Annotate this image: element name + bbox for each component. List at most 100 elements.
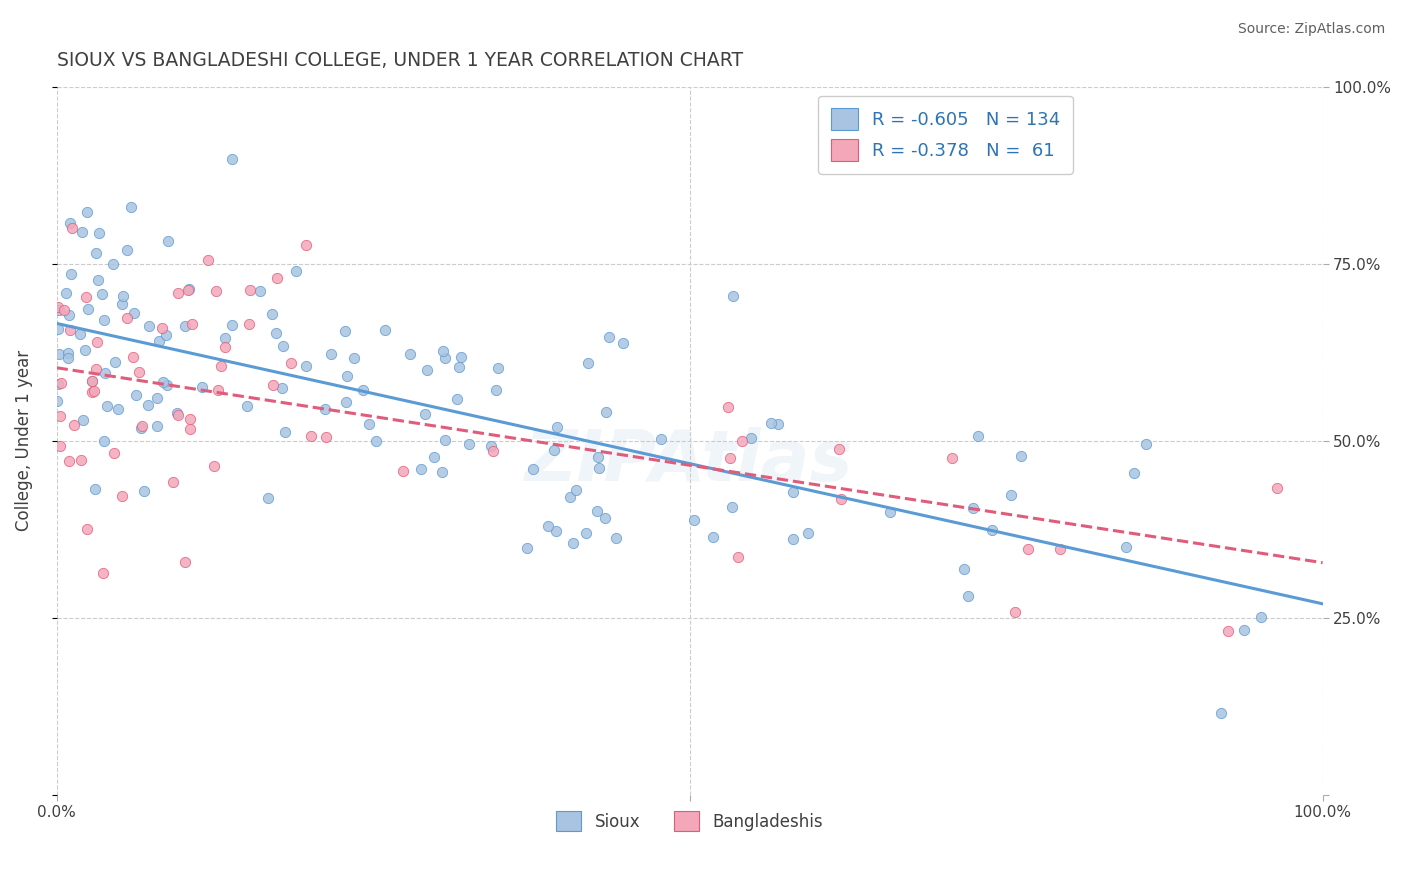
Point <box>49 409 72 423</box>
Point <box>766 417 789 431</box>
Point <box>204 284 226 298</box>
Point <box>433 351 456 366</box>
Point <box>76 301 98 316</box>
Point <box>209 359 232 373</box>
Point <box>59 323 82 337</box>
Point <box>575 526 598 541</box>
Point <box>782 532 804 546</box>
Point <box>56 346 79 360</box>
Point <box>576 356 599 370</box>
Point <box>486 360 509 375</box>
Point <box>782 484 804 499</box>
Point <box>156 377 179 392</box>
Point <box>76 522 98 536</box>
Point <box>58 453 80 467</box>
Point <box>586 450 609 464</box>
Point <box>830 491 852 506</box>
Point <box>63 418 86 433</box>
Point <box>156 234 179 248</box>
Point <box>80 374 103 388</box>
Point <box>91 566 114 580</box>
Point <box>953 562 976 576</box>
Point <box>450 350 472 364</box>
Point <box>759 416 782 430</box>
Point <box>966 429 988 443</box>
Point <box>70 453 93 467</box>
Point <box>62 220 84 235</box>
Point <box>415 363 437 377</box>
Point <box>342 351 364 365</box>
Point <box>110 297 132 311</box>
Point <box>702 530 724 544</box>
Point <box>1004 605 1026 619</box>
Point <box>202 459 225 474</box>
Point <box>86 335 108 350</box>
Point <box>155 328 177 343</box>
Point <box>284 263 307 277</box>
Point <box>49 439 72 453</box>
Point <box>366 434 388 448</box>
Point <box>136 398 159 412</box>
Point <box>299 429 322 443</box>
Text: SIOUX VS BANGLADESHI COLLEGE, UNDER 1 YEAR CORRELATION CHART: SIOUX VS BANGLADESHI COLLEGE, UNDER 1 YE… <box>56 51 742 70</box>
Point <box>152 376 174 390</box>
Point <box>138 318 160 333</box>
Point <box>207 383 229 397</box>
Point <box>122 350 145 364</box>
Point <box>1115 540 1137 554</box>
Point <box>56 351 79 365</box>
Point <box>319 347 342 361</box>
Point <box>522 461 544 475</box>
Point <box>84 246 107 260</box>
Point <box>122 306 145 320</box>
Point <box>956 589 979 603</box>
Point <box>236 399 259 413</box>
Point <box>214 331 236 345</box>
Point <box>398 347 420 361</box>
Point <box>449 360 471 375</box>
Point <box>111 288 134 302</box>
Point <box>432 343 454 358</box>
Point <box>177 283 200 297</box>
Point <box>650 432 672 446</box>
Point <box>264 326 287 341</box>
Point <box>457 437 479 451</box>
Point <box>125 388 148 402</box>
Point <box>115 310 138 325</box>
Point <box>1250 610 1272 624</box>
Point <box>260 307 283 321</box>
Point <box>273 425 295 439</box>
Point <box>479 439 502 453</box>
Point <box>214 340 236 354</box>
Point <box>374 323 396 337</box>
Point <box>93 313 115 327</box>
Point <box>1049 542 1071 557</box>
Point <box>60 267 83 281</box>
Point <box>980 523 1002 537</box>
Point <box>70 225 93 239</box>
Point <box>46 322 69 336</box>
Point <box>75 290 97 304</box>
Point <box>962 500 984 515</box>
Point <box>336 369 359 384</box>
Point <box>103 445 125 459</box>
Point <box>93 434 115 448</box>
Point <box>1216 624 1239 638</box>
Point <box>1209 706 1232 720</box>
Point <box>446 392 468 407</box>
Point <box>166 406 188 420</box>
Point <box>392 463 415 477</box>
Point <box>87 226 110 240</box>
Point <box>411 462 433 476</box>
Point <box>546 524 568 538</box>
Point <box>221 318 243 332</box>
Point <box>335 395 357 409</box>
Point <box>434 433 457 447</box>
Point <box>271 339 294 353</box>
Point <box>352 383 374 397</box>
Point <box>238 317 260 331</box>
Point <box>828 442 851 456</box>
Point <box>585 504 607 518</box>
Point <box>612 335 634 350</box>
Point <box>415 407 437 421</box>
